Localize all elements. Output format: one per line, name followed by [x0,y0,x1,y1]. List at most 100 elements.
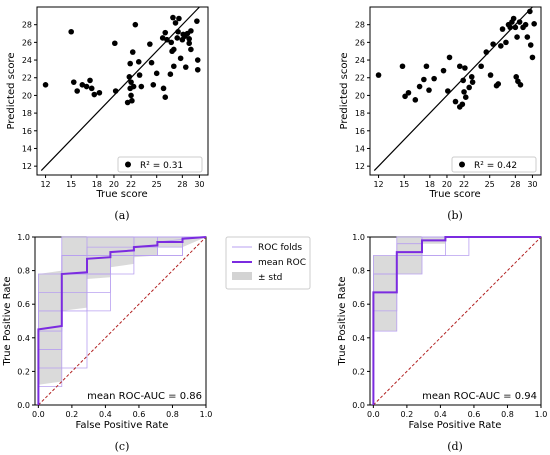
panel-b-ylabel: Predicted score [339,53,350,130]
panel-b-xlabel: True score [428,189,480,200]
scatter-point [112,88,119,94]
scatter-point [112,40,118,47]
x-tick-label: 0.2 [66,410,79,419]
y-tick-label: 12 [22,162,32,171]
y-tick-label: 0.0 [17,401,30,410]
scatter-point [186,40,192,47]
scatter-point [68,28,74,35]
y-tick-label: 1.0 [17,233,30,242]
panel-c: 0.0 0.2 0.4 0.6 0.8 1.0 0.0 0.2 0.4 0.6 0.8 1.0 mea… [2,233,311,453]
scatter-point [174,35,181,41]
scatter-point [446,54,453,61]
scatter-point [468,74,475,80]
scatter-point [510,15,517,22]
y-tick-label: 0.4 [352,334,365,343]
scatter-point [503,39,509,46]
scatter-point [129,49,136,55]
scatter-point [194,66,201,73]
y-tick-label: 0.8 [352,267,365,276]
scatter-point [452,98,459,105]
y-tick-label: 0.8 [17,267,30,276]
scatter-point [150,82,157,88]
scatter-point [132,21,139,28]
scatter-point [431,75,437,82]
chance-diagonal-line [372,236,542,406]
scatter-point [412,97,419,103]
scatter-point [483,49,490,55]
scatter-point [513,74,520,80]
scatter-point [42,82,49,88]
scatter-point [96,89,103,96]
scatter-point [128,79,134,85]
scatter-point [490,41,496,47]
scatter-point [130,83,137,90]
mean-roc-line [37,236,207,405]
scatter-point [128,92,134,99]
scatter-point [188,28,194,34]
scatter-point [126,74,133,80]
scatter-point [186,36,192,42]
panel-a-ticks: 12 15 18 20 22 25 28 30 12 14 16 18 20 22 24 26 28 [22,21,205,189]
scatter-point [522,21,529,28]
scatter-point [527,8,533,15]
scatter-point [402,93,408,100]
x-tick-label: 18 [425,180,435,189]
panel-c-xlabel: False Positive Rate [76,420,169,431]
scatter-point [124,99,131,106]
identity-diagonal-line [40,6,200,171]
y-tick-label: 12 [355,162,365,171]
y-tick-label: 18 [22,109,32,118]
scatter-point [79,82,86,88]
panel-b-caption: (b) [447,209,463,222]
scatter-point [405,89,412,96]
legend-mean-roc-label: mean ROC [258,258,306,268]
scatter-point [136,72,143,78]
y-tick-label: 16 [355,127,365,136]
x-tick-label: 18 [92,180,102,189]
panel-d-ticks: 0.0 0.2 0.4 0.6 0.8 1.0 0.0 0.2 0.4 0.6 0.8 1.0 [352,233,547,419]
panel-a-legend-marker [125,161,131,168]
scatter-point [462,94,469,100]
scatter-point [129,97,135,104]
scatter-point [498,43,504,49]
x-tick-label: 0.8 [501,410,514,419]
panel-c-ylabel: True Positive Rate [2,276,13,366]
panel-a: 12 15 18 20 22 25 28 30 12 14 16 18 20 22 24 26 28 True … [6,6,209,222]
scatter-point [462,65,468,71]
x-tick-label: 25 [485,180,495,189]
y-tick-label: 0.2 [17,367,30,376]
scatter-point [456,63,463,70]
scatter-point [135,59,142,65]
scatter-point [529,54,536,61]
scatter-point [164,36,170,43]
scatter-point [170,14,176,21]
panel-a-caption: (a) [114,209,129,222]
scatter-point [517,82,524,88]
x-tick-label: 30 [194,180,204,189]
x-tick-label: 30 [527,180,537,189]
y-tick-label: 24 [22,56,32,65]
scatter-point [461,89,467,95]
scatter-point [478,63,484,70]
x-tick-label: 28 [510,180,520,189]
scatter-point [175,28,181,35]
x-tick-label: 1.0 [200,410,213,419]
panel-d: 0.0 0.2 0.4 0.6 0.8 1.0 0.0 0.2 0.4 0.6 0.8 1.0 mea… [337,233,547,453]
scatter-point [176,15,182,22]
scatter-point [426,87,432,93]
x-tick-label: 15 [399,180,409,189]
scatter-point [421,76,427,83]
y-tick-label: 28 [22,21,32,30]
y-tick-label: 16 [22,127,32,136]
y-tick-label: 22 [22,74,32,83]
y-tick-label: 14 [355,144,365,153]
scatter-point [514,34,520,40]
scatter-point [88,85,95,92]
x-tick-label: 0.6 [133,410,146,419]
y-tick-label: 0.0 [352,401,365,410]
identity-diagonal-line [373,6,533,171]
panel-b-legend-text: R² = 0.42 [474,161,517,171]
scatter-point [516,19,523,25]
scatter-point [138,83,145,90]
scatter-point [527,42,534,48]
